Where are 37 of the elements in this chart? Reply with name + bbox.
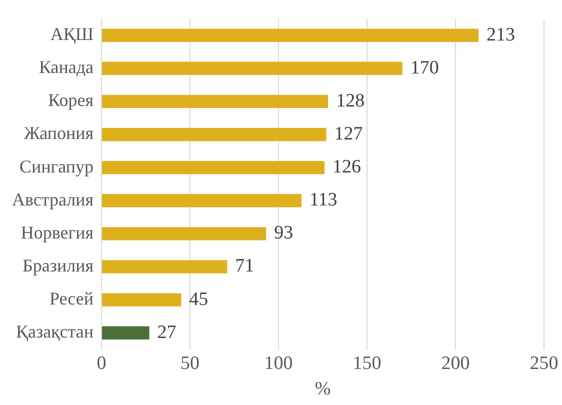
x-tick-label: 250	[530, 352, 558, 374]
y-tick-label: Жапония	[24, 123, 94, 144]
bar	[102, 62, 402, 75]
data-label: 128	[336, 90, 365, 112]
data-label: 71	[235, 256, 254, 277]
y-tick-label: Сингапур	[19, 156, 94, 176]
bar	[102, 227, 266, 240]
x-tick-label: 200	[441, 352, 470, 374]
bar	[102, 194, 302, 208]
x-tick-label: 0	[96, 352, 106, 374]
y-tick-label: Канада	[38, 57, 94, 78]
y-tick-label: АҚШ	[50, 24, 94, 44]
y-tick-label: Қазақстан	[16, 322, 94, 342]
y-tick-label: Австралия	[12, 189, 94, 210]
data-label: 27	[157, 322, 176, 343]
y-tick-label: Корея	[48, 90, 94, 110]
data-label: 126	[332, 156, 362, 178]
bar	[102, 128, 326, 142]
x-axis-title: %	[314, 378, 331, 400]
y-tick-label: Норвегия	[20, 222, 94, 242]
data-label: 213	[486, 24, 516, 46]
bar	[102, 260, 228, 274]
y-tick-label: Бразилия	[22, 255, 94, 276]
data-label: 127	[334, 123, 363, 144]
x-tick-label: 150	[352, 352, 382, 374]
x-tick-label: 100	[264, 352, 293, 374]
bar	[102, 326, 150, 340]
data-label: 45	[189, 288, 208, 310]
bar	[102, 94, 328, 108]
data-label: 113	[310, 190, 338, 211]
bar	[102, 293, 182, 306]
data-label: 170	[410, 57, 439, 78]
x-tick-label: 50	[180, 352, 200, 374]
bar	[102, 28, 479, 42]
y-tick-label: Ресей	[49, 288, 94, 309]
bar	[102, 160, 325, 174]
data-label: 93	[274, 222, 294, 244]
